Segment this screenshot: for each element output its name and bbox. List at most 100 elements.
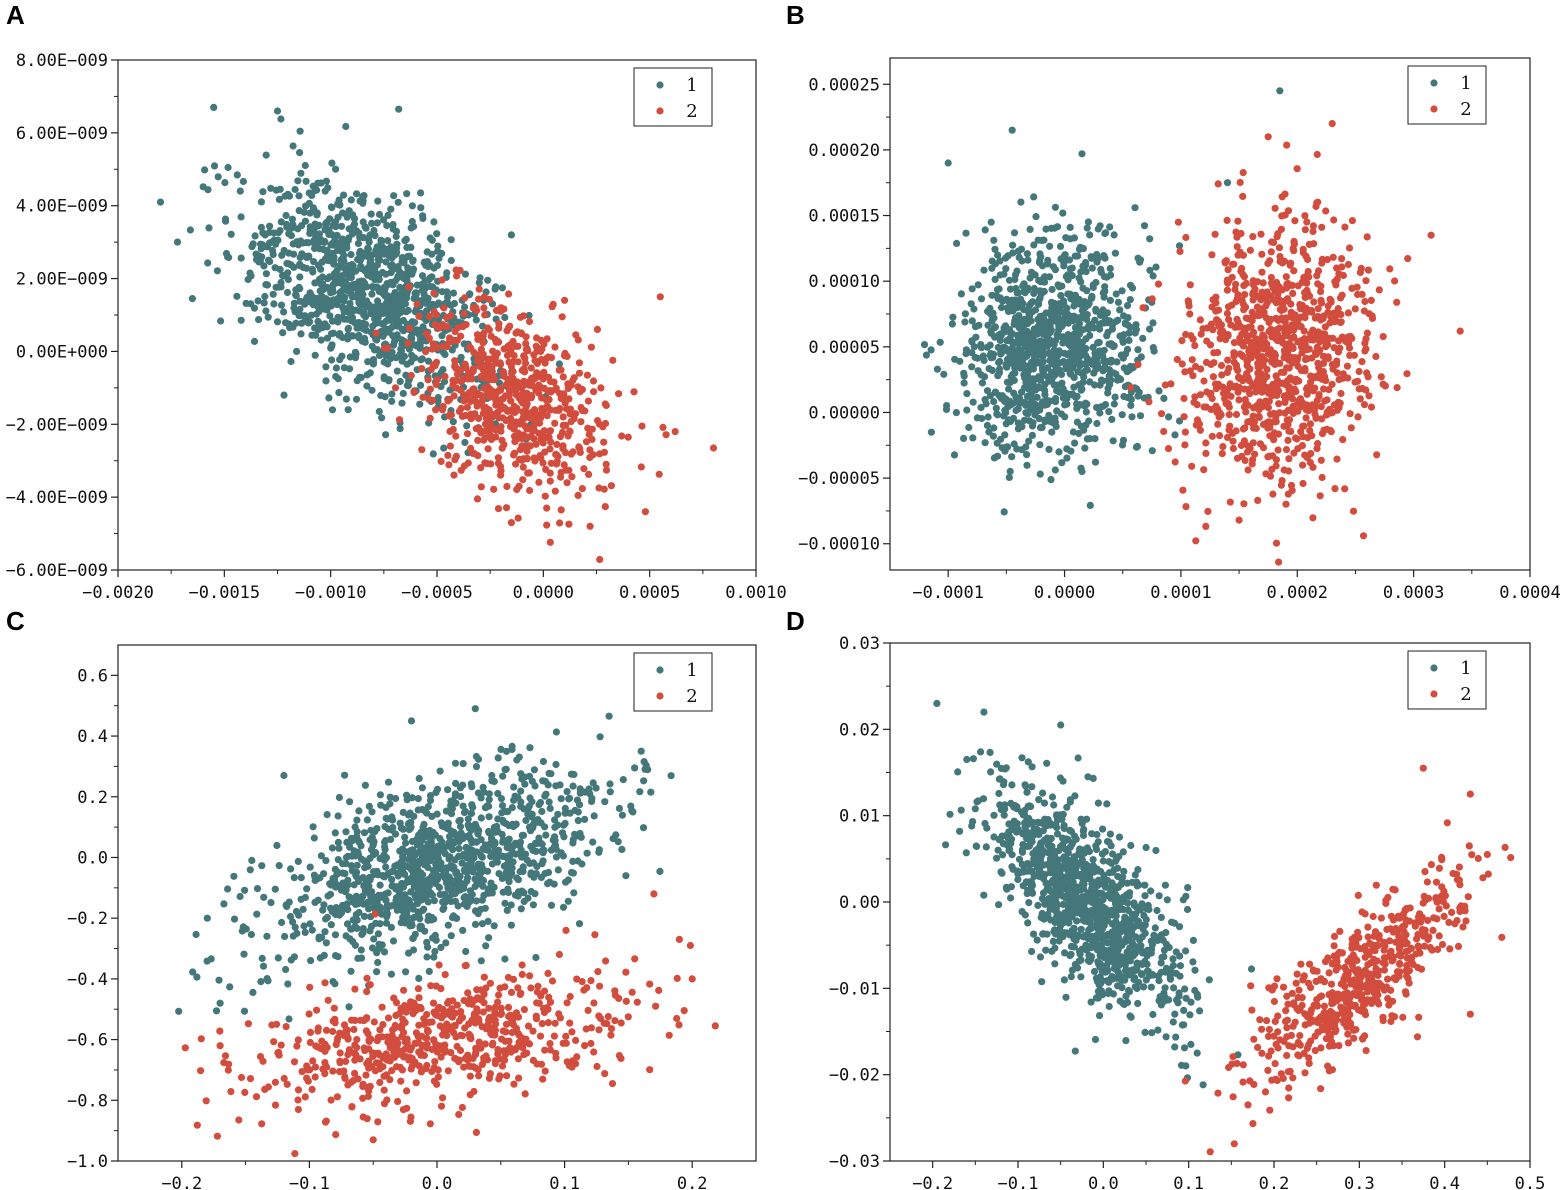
data-point-series-1 [1055,359,1063,367]
data-point-series-1 [1128,284,1137,292]
data-point-series-2 [1347,424,1355,432]
data-point-series-1 [1083,366,1091,374]
data-point-series-1 [401,270,409,278]
data-point-series-1 [403,360,411,368]
data-point-series-2 [1188,462,1196,470]
data-point-series-2 [519,476,527,484]
data-point-series-1 [502,765,510,773]
data-point-series-2 [586,522,594,530]
data-point-series-2 [1236,350,1244,358]
data-point-series-1 [263,932,271,940]
data-point-series-2 [483,372,491,381]
data-point-series-1 [316,954,324,962]
data-point-series-1 [242,925,250,933]
data-point-series-1 [517,846,525,854]
data-point-series-1 [389,292,397,300]
data-point-series-1 [289,221,297,229]
data-point-series-1 [351,823,359,831]
data-point-series-1 [335,911,343,919]
x-tick-label: −0.0005 [401,583,473,603]
data-point-series-2 [1355,385,1363,393]
data-point-series-2 [432,406,440,414]
data-point-series-2 [445,461,453,469]
data-point-series-1 [484,917,492,926]
data-point-series-2 [1375,286,1383,294]
data-point-series-1 [322,915,330,923]
data-point-series-1 [1083,287,1091,295]
data-point-series-1 [1050,416,1058,424]
data-point-series-1 [960,379,968,387]
data-point-series-2 [517,417,525,425]
data-point-series-1 [477,861,485,869]
data-point-series-2 [569,376,577,385]
data-point-series-2 [514,514,522,522]
data-point-series-1 [1065,256,1074,264]
data-point-series-2 [502,381,510,389]
data-point-series-2 [467,344,475,352]
data-point-series-1 [384,778,393,786]
data-point-series-1 [366,897,374,905]
data-point-series-2 [329,1027,337,1036]
data-point-series-2 [528,392,536,400]
data-point-series-2 [588,435,596,443]
data-point-series-1 [389,305,397,313]
data-point-series-1 [384,211,392,220]
data-point-series-2 [1324,354,1332,363]
data-point-series-2 [514,342,522,350]
data-point-series-1 [1074,350,1082,359]
data-point-series-1 [1089,343,1097,351]
data-point-series-2 [600,448,609,456]
data-point-series-1 [358,283,366,291]
x-tick-label: 0.0002 [1267,583,1328,603]
data-point-series-1 [1035,415,1043,423]
data-point-series-1 [437,859,445,867]
data-point-series-1 [948,320,957,328]
data-point-series-1 [294,857,302,866]
data-point-series-1 [539,857,547,865]
data-point-series-2 [1232,382,1240,390]
data-point-series-2 [532,440,540,448]
data-point-series-1 [376,791,384,799]
data-point-series-2 [477,483,485,491]
data-point-series-2 [1262,470,1270,478]
data-point-series-1 [277,301,286,309]
data-point-series-1 [522,816,530,825]
data-point-series-1 [984,307,992,315]
data-point-series-2 [1309,227,1317,236]
data-point-series-1 [1070,234,1078,242]
data-point-series-1 [337,222,346,230]
data-point-series-1 [532,953,540,962]
data-point-series-2 [492,359,500,367]
data-point-series-2 [1232,427,1240,435]
data-point-series-1 [363,382,371,390]
data-point-series-1 [1081,314,1089,322]
data-point-series-1 [1057,370,1066,378]
data-point-series-1 [993,439,1001,447]
data-point-series-2 [624,433,632,441]
data-point-series-1 [981,226,989,234]
data-point-series-1 [1061,413,1069,421]
data-point-series-2 [1224,332,1232,340]
data-point-series-2 [405,283,413,291]
data-point-series-2 [451,328,459,336]
data-point-series-2 [588,425,596,433]
data-point-series-2 [1239,169,1247,177]
data-point-series-2 [438,406,447,414]
data-point-series-2 [556,519,564,527]
data-point-series-2 [1333,264,1341,272]
data-point-series-1 [1069,428,1077,436]
data-point-series-1 [1025,402,1033,410]
data-point-series-1 [345,893,353,901]
data-point-series-2 [1230,260,1238,268]
data-point-series-2 [582,438,591,446]
y-tick-label: 0.00025 [808,75,880,95]
data-point-series-2 [1320,385,1328,393]
data-point-series-2 [487,460,495,468]
data-point-series-1 [462,947,470,956]
data-point-series-1 [479,876,488,885]
data-point-series-1 [940,370,948,378]
panel-letter: C [6,606,25,636]
data-point-series-2 [516,446,525,454]
data-point-series-2 [1263,299,1271,307]
data-point-series-2 [1200,403,1208,411]
